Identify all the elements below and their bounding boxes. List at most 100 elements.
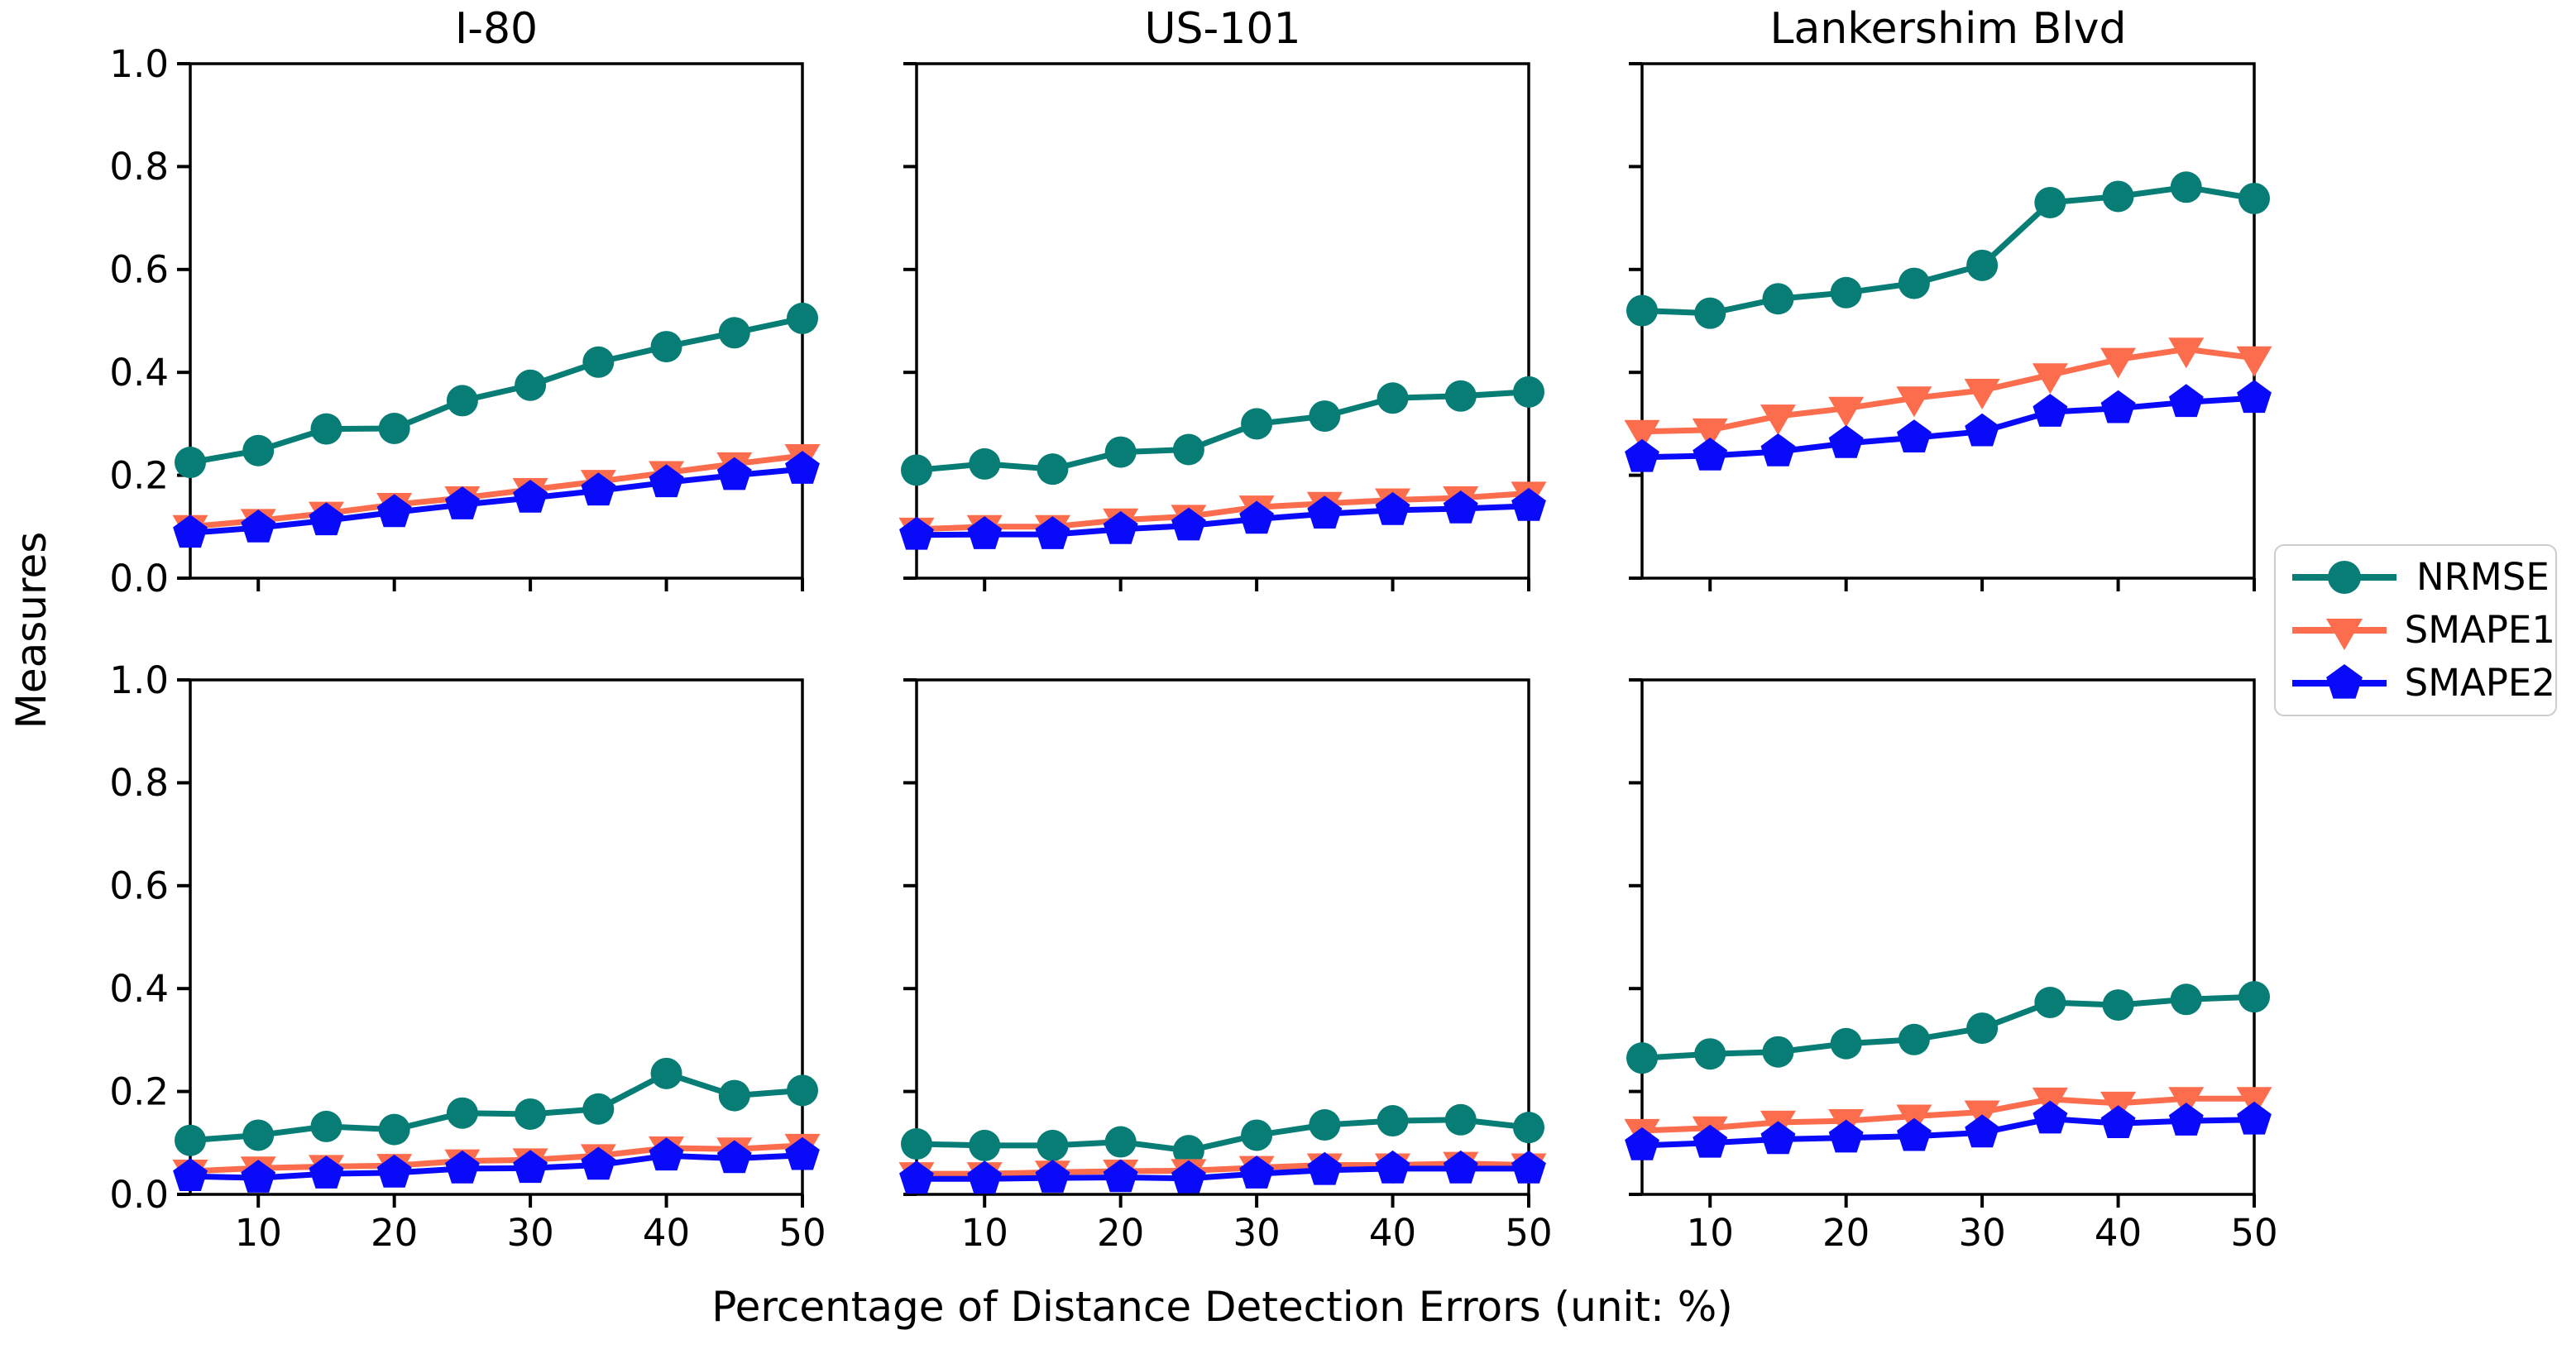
x-axis-ticks (256, 578, 804, 591)
nrmse-marker-icon (310, 413, 342, 445)
y-tick-label: 0.8 (109, 145, 169, 189)
smape2-marker-icon (1171, 1160, 1206, 1194)
nrmse-marker-icon (2102, 989, 2134, 1021)
nrmse-marker-icon (901, 1128, 932, 1160)
nrmse-marker-icon (2102, 180, 2134, 213)
smape1-marker-icon (1760, 404, 1796, 436)
smape2-marker-icon (785, 1136, 820, 1170)
smape1-marker-icon (2168, 1087, 2205, 1118)
subplot-title-i80: I-80 (454, 4, 539, 54)
nrmse-marker-icon (1513, 376, 1544, 408)
x-tick-label: 30 (1958, 1211, 2005, 1255)
nrmse-marker-icon (1444, 1103, 1477, 1136)
smape2-marker-icon (1103, 510, 1138, 544)
x-tick-label: 40 (1369, 1211, 1416, 1255)
y-tick-label: 0.6 (109, 248, 169, 292)
nrmse-marker-icon (1898, 267, 1930, 299)
smape2-marker-icon (899, 1160, 934, 1194)
axes-spines (189, 678, 804, 1196)
subplot-title-us101: US-101 (1144, 4, 1301, 54)
x-tick-label: 10 (1687, 1211, 1734, 1255)
axes-spines (1640, 62, 2256, 580)
x-tick-label: 20 (1822, 1211, 1870, 1255)
smape2-marker-icon (1375, 1150, 1410, 1184)
x-tick-label: 30 (1233, 1211, 1280, 1255)
smape2-marker-icon (2168, 1103, 2204, 1136)
nrmse-marker-icon (1830, 1027, 1862, 1060)
smape2-marker-icon (513, 480, 548, 513)
smape2-marker-icon (899, 516, 934, 550)
nrmse-marker-icon (2034, 986, 2066, 1018)
smape2-marker-icon (445, 1150, 480, 1184)
x-tick-label: 50 (778, 1211, 826, 1255)
smape2-marker-icon (173, 514, 208, 548)
smape2-marker-icon (2100, 390, 2136, 423)
nrmse-marker-icon (1694, 297, 1726, 329)
y-tick-label: 0.6 (109, 864, 169, 908)
smape2-marker-icon (2033, 1100, 2068, 1134)
smape2-marker-icon (1828, 1119, 1864, 1153)
nrmse-line (916, 389, 1530, 473)
smape1-marker-icon (1692, 418, 1728, 449)
legend-item-smape1: SMAPE1 (2291, 608, 2555, 653)
smape1-line (916, 490, 1530, 533)
smape2-marker-icon (376, 1154, 412, 1188)
smape2-marker-icon (2237, 1101, 2272, 1135)
smape2-marker-icon (716, 1140, 752, 1174)
nrmse-marker-icon (1172, 1135, 1204, 1167)
smape1-marker-icon (2100, 347, 2137, 379)
smape2-marker-icon (1171, 507, 1206, 541)
nrmse-marker-icon (446, 385, 478, 417)
x-tick-label: 20 (371, 1211, 418, 1255)
nrmse-marker-icon (901, 454, 932, 486)
x-tick-label: 30 (506, 1211, 553, 1255)
smape2-marker-icon (1239, 500, 1274, 534)
smape2-marker-icon (1375, 491, 1410, 525)
y-axis-ticks (1629, 678, 1642, 1196)
x-tick-label: 50 (1505, 1211, 1552, 1255)
x-tick-label: 10 (961, 1211, 1008, 1255)
series-nrmse (175, 302, 818, 479)
nrmse-marker-icon (515, 369, 547, 401)
nrmse-marker-icon (1309, 400, 1341, 433)
smape2-marker-icon (1511, 1150, 1546, 1184)
nrmse-marker-icon (378, 1113, 410, 1146)
smape2-marker-icon (1760, 433, 1796, 466)
nrmse-marker-icon (2170, 983, 2202, 1016)
smape2-marker-icon (445, 486, 480, 519)
nrmse-marker-icon (1241, 1119, 1273, 1151)
smape2-marker-icon (1693, 1124, 1728, 1158)
smape2-marker-icon (2100, 1105, 2136, 1138)
nrmse-marker-icon (1830, 276, 1862, 309)
legend-item-nrmse: NRMSE (2291, 555, 2555, 600)
smape1-marker-icon (1964, 378, 2000, 409)
nrmse-marker-icon (175, 447, 206, 479)
smape2-marker-icon (309, 1155, 344, 1189)
nrmse-marker-icon (787, 302, 818, 334)
y-tick-label: 0.2 (109, 453, 169, 497)
smape1-line (917, 1160, 1530, 1177)
subplot-r1c2: 10 20 30 40 50 (1624, 678, 2278, 1255)
x-tick-label: 40 (643, 1211, 690, 1255)
nrmse-marker-icon (175, 1124, 206, 1156)
y-axis-ticks (1629, 62, 1642, 580)
series-smape2 (899, 487, 1546, 550)
nrmse-line (1641, 993, 2255, 1061)
x-tick-label: 50 (2230, 1211, 2277, 1255)
series-smape2 (899, 1150, 1546, 1194)
smape2-marker-icon (1307, 1151, 1343, 1185)
smape1-marker-icon (1896, 386, 1932, 418)
smape1-line-marker-icon (2292, 619, 2387, 650)
nrmse-marker-icon (969, 447, 1001, 480)
nrmse-marker-icon (969, 1129, 1001, 1161)
smape1-marker-icon (2032, 363, 2068, 395)
series-smape1 (1624, 337, 2272, 451)
subplot-r0c2 (1624, 62, 2272, 591)
smape2-marker-icon (1897, 419, 1932, 452)
nrmse-marker-icon (2328, 561, 2361, 594)
nrmse-line (916, 1117, 1530, 1154)
smape2-marker-icon (967, 516, 1003, 549)
legend: NRMSE SMAPE1 SMAPE2 (2274, 544, 2557, 716)
legend-label-smape1: SMAPE1 (2404, 608, 2555, 652)
smape2-marker-icon (309, 502, 344, 536)
